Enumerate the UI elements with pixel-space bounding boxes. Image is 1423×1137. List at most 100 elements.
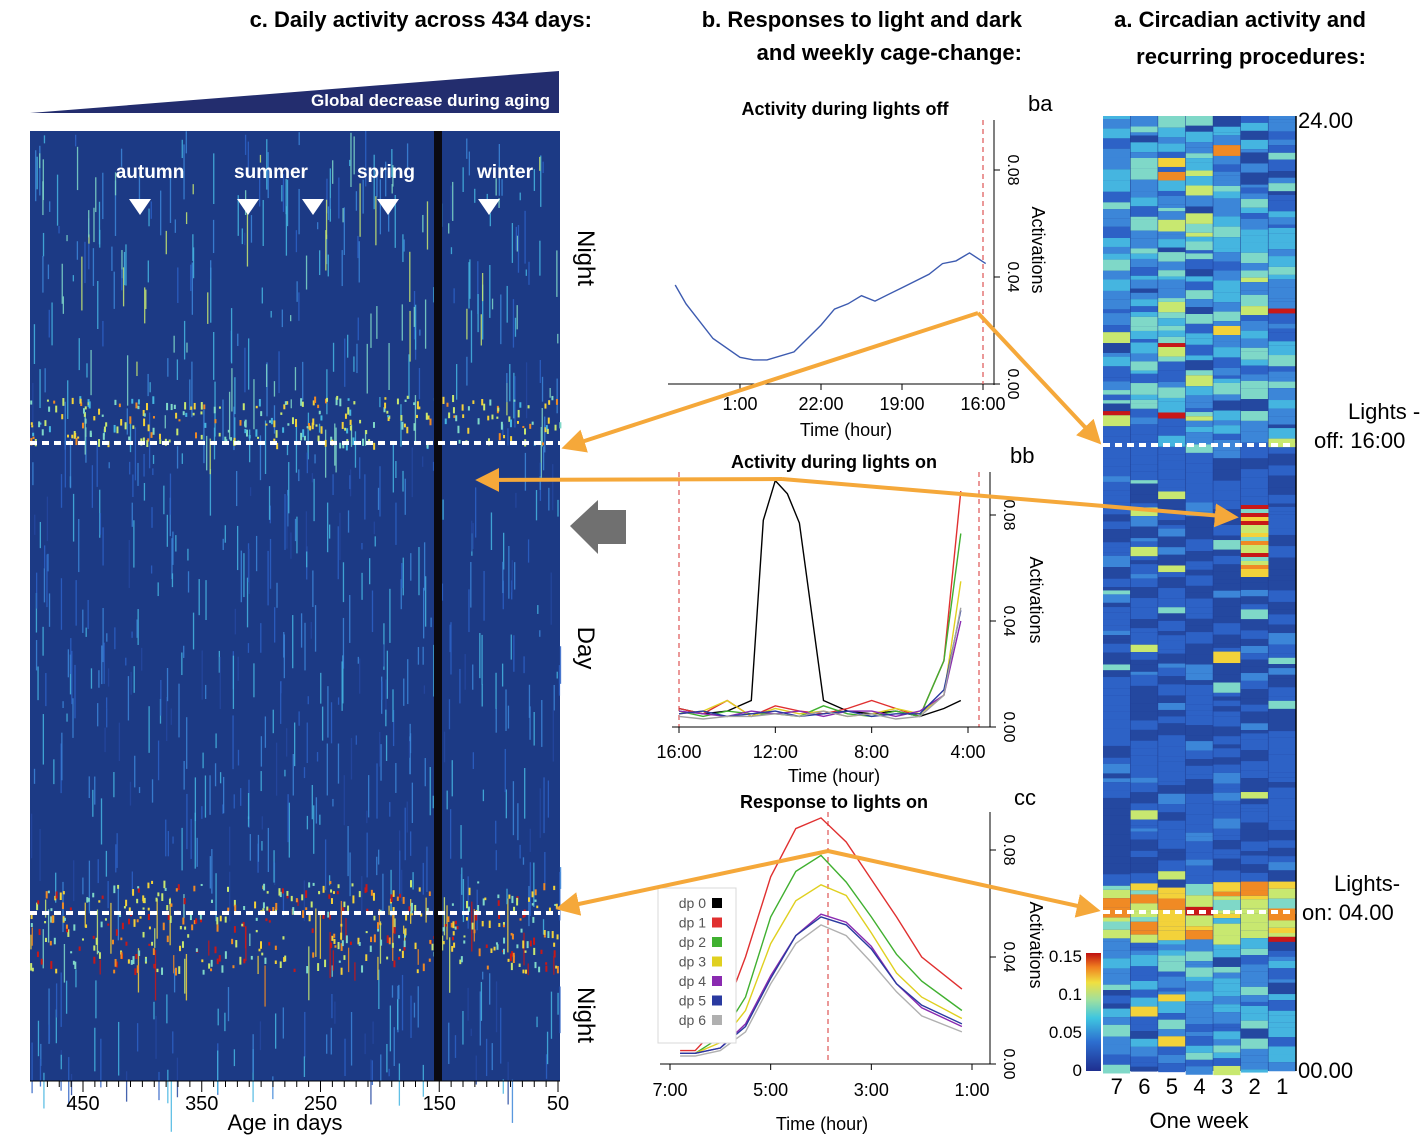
heatmap-a-cell (1158, 171, 1186, 181)
lights-on-band-speck (235, 940, 238, 948)
lights-on-band-speck (513, 906, 516, 915)
heatmap-c-streak (100, 1038, 102, 1088)
heatmap-a-cell (1268, 116, 1296, 120)
lights-on-band-speck (452, 921, 455, 929)
heatmap-a-cell (1240, 218, 1268, 230)
night-band-speck (545, 425, 548, 430)
heatmap-c-streak (402, 470, 404, 492)
lights-on-band-speck (260, 941, 263, 949)
heatmap-c-streak (362, 179, 364, 214)
heatmap-c-streak (35, 592, 38, 633)
heatmap-c-streak (207, 292, 209, 324)
heatmap-a-cell (1213, 858, 1241, 871)
heatmap-c-streak (533, 711, 535, 746)
heatmap-c-streak (202, 752, 204, 769)
heatmap-c-streak (296, 281, 298, 302)
heatmap-a-cell (1268, 927, 1296, 934)
heatmap-a-cell (1185, 420, 1213, 427)
night-band-speck (541, 442, 544, 446)
heatmap-c-streak (308, 946, 310, 1001)
heatmap-a-cell (1213, 682, 1241, 693)
lights-on-band-speck (337, 884, 340, 889)
heatmap-a-cell (1213, 804, 1241, 813)
heatmap-c-streak (281, 185, 283, 202)
heatmap-a-cell (1158, 898, 1186, 910)
lights-on-band-speck (231, 938, 234, 945)
heatmap-a-cell (1130, 1031, 1158, 1039)
night-band-speck (509, 419, 512, 428)
lights-on-band-speck (241, 923, 244, 927)
heatmap-a-cell (1240, 315, 1268, 321)
lights-on-band-speck (554, 903, 557, 906)
heatmap-c-streak (327, 206, 330, 220)
lights-on-band-speck (261, 952, 264, 956)
heatmap-c-streak (417, 986, 419, 1028)
heatmap-a-cell (1158, 219, 1186, 232)
night-band-speck (193, 402, 196, 410)
heatmap-c-streak (181, 827, 183, 871)
lights-on-band-speck (388, 937, 391, 945)
heatmap-a-cell (1240, 207, 1268, 214)
lights-on-band-speck (518, 963, 521, 968)
heatmap-c-streak (113, 772, 115, 798)
arrow-bb-to-c (475, 467, 783, 492)
heatmap-c-streak (45, 673, 47, 707)
heatmap-c-streak (364, 1033, 366, 1055)
heatmap-a-cell (1158, 649, 1186, 654)
lights-on-band-speck (343, 955, 346, 960)
heatmap-a-cell (1103, 514, 1131, 522)
lights-on-band-speck (524, 950, 527, 953)
lights-on-band-speck (454, 920, 457, 925)
heatmap-a-cell (1240, 347, 1268, 352)
heatmap-a-cell (1185, 875, 1213, 884)
heatmap-a-cell (1268, 601, 1296, 610)
heatmap-c-streak (307, 412, 310, 426)
heatmap-c-streak (247, 543, 250, 583)
heatmap-c-streak (55, 983, 58, 1018)
week-tick-label: 2 (1249, 1074, 1261, 1099)
heatmap-a-cell (1185, 185, 1213, 196)
night-band-speck (347, 398, 350, 401)
heatmap-c-streak (156, 898, 158, 939)
night-band-speck (129, 416, 132, 424)
heatmap-a-cell (1130, 288, 1158, 293)
heatmap-c-streak (343, 207, 345, 256)
heatmap-c-streak (321, 706, 324, 741)
heatmap-c-streak (63, 943, 66, 983)
night-band-speck (195, 432, 198, 439)
heatmap-c-streak (433, 644, 435, 697)
night-band-speck (403, 423, 406, 428)
heatmap-a-cell (1185, 684, 1213, 696)
heatmap-c-streak (480, 314, 482, 346)
lights-on-band-speck (72, 960, 75, 965)
heatmap-c-streak (354, 431, 357, 468)
heatmap-a-cell (1240, 730, 1268, 734)
heatmap-a-cell (1185, 158, 1213, 163)
lights-on-band-speck (284, 955, 287, 962)
heatmap-a-cell (1158, 613, 1186, 621)
cage-change-hotspot-cell (1240, 561, 1269, 565)
heatmap-a-cell (1240, 680, 1268, 690)
aging-banner-label: Global decrease during aging (311, 91, 550, 110)
heatmap-c-streak (338, 177, 340, 219)
heatmap-a-cell (1130, 729, 1158, 741)
heatmap-a-cell (1185, 585, 1213, 593)
lights-on-band-speck (161, 967, 164, 975)
heatmap-c-streak (355, 735, 357, 745)
night-band-speck (273, 438, 276, 442)
lights-on-band-speck (121, 922, 124, 930)
heatmap-c-streak (302, 361, 304, 401)
heatmap-c-streak (506, 285, 508, 323)
heatmap-a-cell (1185, 765, 1213, 775)
heatmap-c-streak (249, 487, 252, 496)
heatmap-a-cell (1103, 921, 1131, 930)
lights-on-band-speck (55, 891, 58, 899)
heatmap-a-cell (1158, 735, 1186, 747)
heatmap-c-streak (324, 429, 327, 478)
cage-change-hotspot-cell (1240, 565, 1269, 569)
series-line (678, 491, 962, 718)
cage-change-hotspot-cell (1240, 549, 1269, 553)
heatmap-a-cell (1158, 204, 1186, 208)
lights-on-band-speck (555, 903, 558, 908)
heatmap-a-cell (1213, 180, 1241, 186)
